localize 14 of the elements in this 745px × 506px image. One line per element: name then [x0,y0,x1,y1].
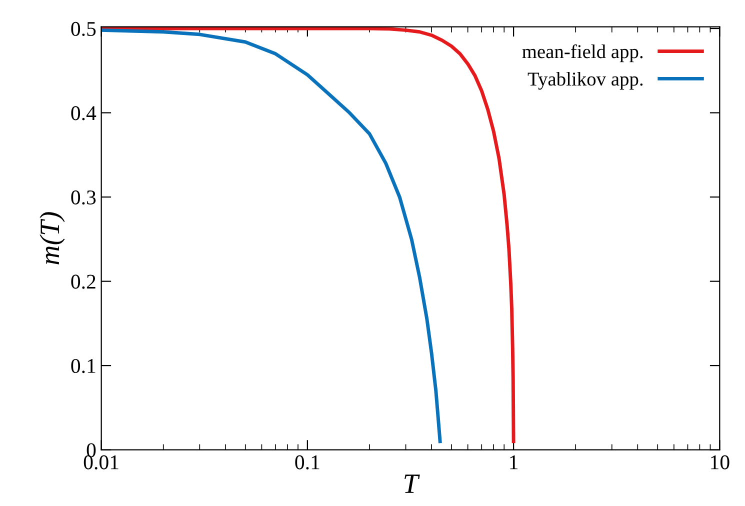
x-tick-label: 0.1 [295,455,320,470]
x-tick-label: 0.01 [84,455,118,470]
y-axis-title: m(T) [40,212,65,264]
y-tick-label: 0 [86,443,96,458]
y-tick-label: 0.3 [71,190,96,205]
x-axis-title: T [404,474,420,493]
y-tick-label: 0.5 [71,22,96,36]
y-tick-label: 0.1 [71,358,96,374]
x-tick-label: 1 [510,455,518,470]
y-tick-label: 0.2 [71,274,96,289]
legend-label: mean-field app. [522,44,643,62]
x-tick-label: 10 [711,455,730,470]
legend-label: Tyablikov app. [528,72,643,90]
y-tick-label: 0.4 [71,106,96,120]
